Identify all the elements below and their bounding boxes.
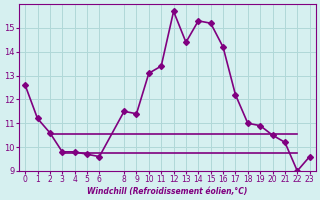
X-axis label: Windchill (Refroidissement éolien,°C): Windchill (Refroidissement éolien,°C) bbox=[87, 187, 248, 196]
